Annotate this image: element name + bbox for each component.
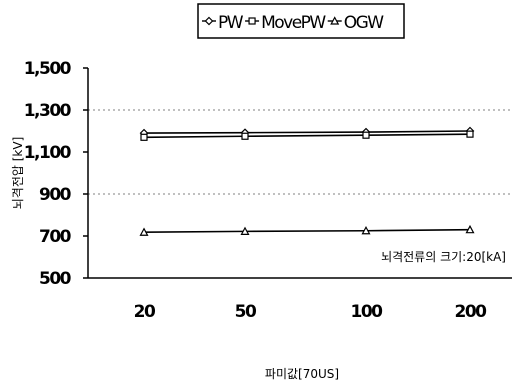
- data-point: [361, 225, 371, 235]
- legend-marker: [248, 17, 256, 25]
- y-tick-label: 1,300: [24, 101, 72, 121]
- y-tick-label: 500: [39, 269, 72, 289]
- data-point: [465, 224, 475, 234]
- legend-item-movepw: MovePW: [245, 13, 328, 33]
- y-tick-label: 900: [39, 185, 72, 205]
- series-layer: [139, 126, 475, 236]
- annotation: 뇌격전류의 크기:20[kA]: [381, 250, 506, 264]
- data-point: [241, 132, 249, 140]
- legend-marker: [204, 16, 214, 26]
- x-tick-label: 100: [351, 302, 384, 322]
- series-line: [143, 133, 471, 139]
- x-axis-title: 파미값[70US]: [265, 367, 339, 381]
- legend-box: [197, 3, 405, 39]
- series-line: [143, 130, 471, 134]
- x-ticks: 20 50 100 200: [134, 302, 489, 322]
- data-point: [240, 226, 250, 235]
- x-tick-label: 50: [235, 302, 257, 322]
- data-point: [139, 227, 149, 236]
- y-tick-label: 1,500: [24, 59, 72, 79]
- series-ogw: [139, 224, 475, 236]
- y-tick-label: 1,100: [24, 143, 72, 163]
- series-movepw: [140, 130, 474, 141]
- legend-label: OGW: [344, 13, 385, 33]
- data-point: [466, 130, 474, 138]
- legend-item-ogw: OGW: [327, 13, 386, 33]
- legend-item-pw: PW: [202, 13, 245, 33]
- plot-area: 500 700 900 1,100 1,300 1,500 20 50 100 200: [24, 59, 512, 322]
- series-line: [143, 228, 471, 234]
- legend: PW MovePW OGW: [197, 3, 405, 39]
- y-tick-label: 700: [39, 227, 72, 247]
- gridlines: [88, 109, 512, 195]
- y-axis-title: 뇌격전압 [kV]: [11, 137, 25, 210]
- legend-label: PW: [218, 13, 244, 33]
- legend-marker: [330, 16, 340, 25]
- y-ticks: 500 700 900 1,100 1,300 1,500: [24, 59, 88, 289]
- data-point: [362, 131, 370, 139]
- x-tick-label: 20: [134, 302, 156, 322]
- legend-label: MovePW: [261, 13, 326, 33]
- data-point: [140, 133, 148, 141]
- x-tick-label: 200: [455, 302, 488, 322]
